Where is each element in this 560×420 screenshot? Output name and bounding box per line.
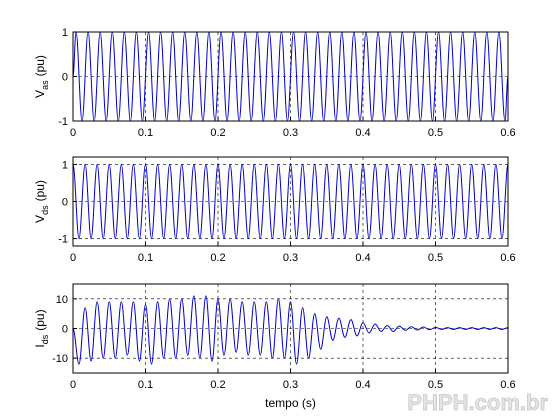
y-label-main: I — [33, 344, 47, 347]
y-tick-label: 1 — [62, 159, 68, 171]
x-tick-label: 0.5 — [428, 252, 443, 264]
x-tick-label: 0 — [70, 379, 76, 391]
x-tick-label: 0.2 — [210, 127, 225, 139]
y-tick-label: -10 — [52, 353, 68, 365]
y-tick-label: 10 — [56, 294, 68, 306]
watermark: PHPH.com.br — [407, 390, 548, 415]
y-tick-label: 0 — [62, 324, 68, 336]
series-line — [72, 295, 509, 365]
x-tick-label: 0.3 — [283, 379, 298, 391]
x-tick-label: 0.6 — [500, 127, 515, 139]
axes-box — [72, 31, 509, 122]
y-tick-label: 1 — [62, 27, 68, 39]
x-tick-label: 0.1 — [138, 127, 153, 139]
y-tick-label: -1 — [58, 116, 68, 128]
x-axis-label: tempo (s) — [265, 396, 316, 410]
y-label-sub: ds — [40, 205, 50, 215]
y-label-sub: as — [40, 80, 50, 90]
x-tick-label: 0.1 — [138, 252, 153, 264]
y-label-unit: (pu) — [33, 309, 47, 330]
x-tick-label: 0.4 — [355, 127, 370, 139]
y-tick-label: 0 — [62, 72, 68, 84]
y-label-main: V — [33, 215, 47, 223]
x-tick-label: 0.6 — [500, 379, 515, 391]
x-tick-label: 0.3 — [283, 252, 298, 264]
x-tick-label: 0.2 — [210, 379, 225, 391]
axes-box — [72, 156, 509, 247]
y-label-unit: (pu) — [33, 55, 47, 76]
y-tick-label: 0 — [62, 197, 68, 209]
x-tick-label: 0.4 — [355, 252, 370, 264]
axes-box — [72, 283, 509, 374]
x-tick-label: 0 — [70, 252, 76, 264]
series-line — [72, 31, 509, 122]
y-label-unit: (pu) — [33, 180, 47, 201]
x-tick-label: 0.4 — [355, 379, 370, 391]
y-label-sub: ds — [40, 334, 50, 344]
x-tick-label: 0.5 — [428, 127, 443, 139]
x-tick-label: 0 — [70, 127, 76, 139]
x-tick-label: 0.5 — [428, 379, 443, 391]
subplot: 0 0.1 0.2 0.3 0.4 0.5 0.6 -10 0 10 Ids (pu) tempo (s… — [33, 283, 516, 410]
series-line — [72, 163, 509, 240]
y-label-main: V — [33, 90, 47, 98]
y-axis-label: Ids (pu) — [33, 309, 50, 347]
x-tick-label: 0.3 — [283, 127, 298, 139]
y-tick-label: -1 — [58, 234, 68, 246]
y-axis-label: Vds (pu) — [33, 180, 50, 223]
x-tick-label: 0.2 — [210, 252, 225, 264]
y-axis-label: Vas (pu) — [33, 55, 50, 98]
x-tick-label: 0.6 — [500, 252, 515, 264]
x-tick-label: 0.1 — [138, 379, 153, 391]
